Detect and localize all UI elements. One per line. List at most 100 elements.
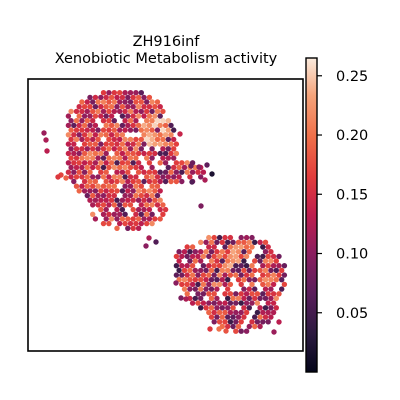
tissue-spot [92, 150, 99, 157]
tissue-spot [114, 150, 120, 157]
tissue-spot [249, 319, 255, 325]
tissue-spot [265, 244, 271, 250]
tissue-spot [141, 169, 147, 175]
tissue-spot [238, 319, 244, 325]
tissue-spot [98, 160, 104, 166]
tissue-spot [146, 150, 153, 157]
tissue-spot [279, 267, 285, 274]
tissue-spot [106, 183, 112, 189]
tissue-spot [152, 216, 158, 222]
tissue-spot [138, 192, 144, 199]
tissue-spot [157, 216, 163, 222]
tissue-spot [106, 118, 112, 124]
tissue-spot [214, 305, 220, 311]
tissue-spot [111, 164, 118, 171]
tissue-spot [122, 164, 128, 171]
tissue-spot [241, 258, 247, 264]
tissue-spot [168, 169, 174, 175]
tissue-spot [103, 160, 109, 166]
tissue-spot [71, 160, 77, 166]
tissue-spot [254, 309, 261, 316]
tissue-spot [243, 328, 250, 334]
tissue-spot [117, 90, 123, 96]
tissue-spot [214, 249, 220, 255]
tissue-spot [238, 328, 244, 334]
tissue-spot [281, 281, 288, 288]
tissue-spot [141, 141, 147, 147]
tissue-spot [76, 150, 82, 157]
tissue-spot [81, 150, 88, 157]
tissue-spot [133, 192, 139, 199]
tissue-spot [133, 146, 139, 152]
tissue-spot [98, 141, 104, 147]
tissue-spot [106, 146, 112, 152]
tissue-spot [73, 155, 80, 161]
tissue-spot [246, 277, 252, 283]
tissue-spot [227, 319, 234, 325]
tissue-spot [79, 127, 85, 133]
chart-title-line2: Xenobiotic Metabolism activity [55, 51, 278, 67]
tissue-spot [249, 272, 255, 278]
tissue-spot [235, 239, 242, 245]
tissue-spot [135, 94, 142, 101]
tissue-spot [198, 258, 204, 264]
tissue-spot [63, 175, 69, 181]
tissue-spot [252, 277, 258, 283]
tissue-spot [95, 108, 101, 115]
tissue-spot [206, 263, 212, 269]
tissue-spot [68, 155, 74, 161]
tissue-spot [76, 122, 82, 129]
tissue-spot [106, 211, 112, 217]
tissue-spot [179, 263, 185, 269]
tissue-spot [95, 183, 101, 189]
tissue-spot [81, 141, 88, 147]
tissue-spot [133, 211, 139, 217]
tissue-spot [195, 272, 201, 278]
tissue-spot [227, 300, 234, 306]
tissue-spot [90, 118, 96, 124]
tissue-spot [165, 118, 171, 124]
tissue-spot [209, 171, 215, 177]
tissue-spot [260, 281, 266, 288]
tissue-spot [133, 174, 139, 180]
tissue-spot [160, 202, 166, 208]
tissue-spot [265, 253, 271, 260]
tissue-spot [265, 291, 271, 297]
tissue-spot [206, 234, 212, 241]
tissue-spot [152, 132, 158, 138]
tissue-spot [84, 155, 91, 161]
tissue-spot [230, 314, 236, 320]
tissue-spot [100, 174, 107, 180]
tissue-spot [125, 150, 131, 157]
tissue-spot [117, 164, 123, 171]
tissue-spot [108, 178, 115, 185]
tissue-spot [73, 136, 80, 143]
tissue-spot [114, 188, 120, 194]
tissue-spot [103, 197, 109, 203]
colorbar-tick-label: 0.10 [336, 247, 368, 263]
tissue-spot [90, 211, 96, 217]
tissue-spot [90, 136, 96, 143]
tissue-spot [222, 272, 228, 278]
tissue-spot [117, 99, 123, 105]
tissue-spot [76, 132, 82, 138]
tissue-spot [225, 258, 231, 264]
tissue-spot [268, 305, 274, 311]
tissue-spot [73, 108, 80, 115]
tissue-spot [84, 136, 91, 143]
tissue-spot [249, 281, 255, 288]
tissue-spot [249, 263, 255, 269]
tissue-spot [146, 188, 153, 194]
tissue-spot [214, 267, 220, 274]
tissue-spot [87, 141, 93, 147]
tissue-spot [203, 239, 209, 245]
tissue-spot [216, 319, 223, 325]
tissue-spot [152, 150, 158, 157]
tissue-spot [260, 272, 266, 278]
tissue-spot [125, 122, 131, 129]
tissue-spot [100, 108, 107, 115]
tissue-spot [157, 178, 163, 185]
tissue-spot [135, 104, 142, 110]
tissue-spot [133, 90, 139, 96]
tissue-spot [119, 122, 126, 129]
